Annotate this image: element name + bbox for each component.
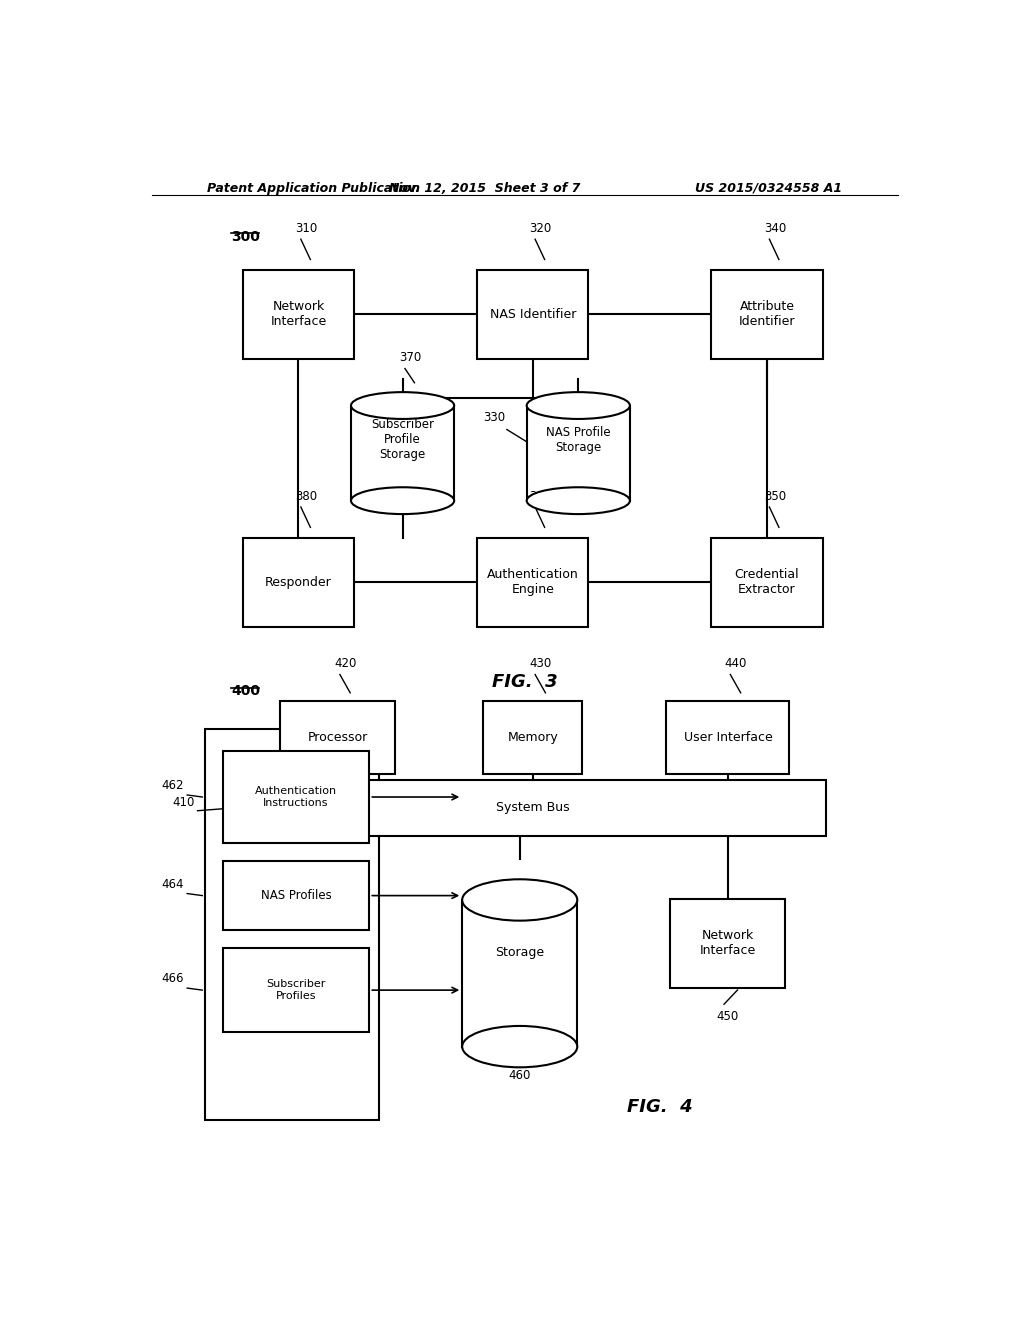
Text: 460: 460	[509, 1069, 530, 1082]
Text: NAS Identifier: NAS Identifier	[489, 308, 575, 321]
Text: Authentication
Engine: Authentication Engine	[486, 568, 579, 597]
Text: 310: 310	[295, 222, 317, 235]
Text: Storage: Storage	[496, 946, 545, 960]
Text: 340: 340	[764, 222, 786, 235]
Text: 440: 440	[725, 657, 748, 671]
FancyBboxPatch shape	[243, 269, 354, 359]
Text: 420: 420	[334, 657, 356, 671]
FancyBboxPatch shape	[351, 405, 455, 500]
FancyBboxPatch shape	[671, 899, 785, 987]
Text: Credential
Extractor: Credential Extractor	[734, 568, 800, 597]
Text: Nov. 12, 2015  Sheet 3 of 7: Nov. 12, 2015 Sheet 3 of 7	[389, 182, 581, 195]
Ellipse shape	[351, 487, 455, 513]
FancyBboxPatch shape	[222, 861, 370, 931]
FancyBboxPatch shape	[667, 701, 790, 774]
Text: 370: 370	[399, 351, 422, 364]
Text: 330: 330	[483, 412, 505, 425]
Text: 360: 360	[529, 490, 552, 503]
Text: Processor: Processor	[307, 731, 368, 744]
FancyBboxPatch shape	[240, 780, 826, 836]
Ellipse shape	[462, 1026, 578, 1068]
Text: Network
Interface: Network Interface	[270, 301, 327, 329]
FancyBboxPatch shape	[526, 405, 630, 500]
FancyBboxPatch shape	[243, 537, 354, 627]
Text: 464: 464	[161, 878, 183, 891]
Text: Subscriber
Profile
Storage: Subscriber Profile Storage	[371, 418, 434, 461]
Text: 450: 450	[717, 1010, 739, 1023]
Text: 410: 410	[172, 796, 195, 809]
Text: 430: 430	[529, 657, 552, 671]
Text: Patent Application Publication: Patent Application Publication	[207, 182, 421, 195]
Text: 300: 300	[231, 230, 260, 244]
Ellipse shape	[526, 392, 630, 418]
FancyBboxPatch shape	[280, 701, 395, 774]
Text: FIG.  3: FIG. 3	[492, 673, 558, 690]
Text: 320: 320	[529, 222, 552, 235]
FancyBboxPatch shape	[483, 701, 583, 774]
FancyBboxPatch shape	[205, 729, 379, 1121]
Text: FIG.  4: FIG. 4	[627, 1098, 692, 1115]
Text: US 2015/0324558 A1: US 2015/0324558 A1	[695, 182, 842, 195]
Ellipse shape	[526, 487, 630, 513]
Text: System Bus: System Bus	[496, 801, 569, 814]
Text: 380: 380	[295, 490, 317, 503]
Text: Responder: Responder	[265, 576, 332, 589]
FancyBboxPatch shape	[712, 269, 822, 359]
Text: 466: 466	[161, 972, 183, 985]
Text: 400: 400	[231, 684, 260, 698]
Text: NAS Profile
Storage: NAS Profile Storage	[546, 425, 610, 454]
Text: Memory: Memory	[507, 731, 558, 744]
Ellipse shape	[351, 392, 455, 418]
Text: Subscriber
Profiles: Subscriber Profiles	[266, 979, 326, 1001]
Text: NAS Profiles: NAS Profiles	[260, 890, 332, 902]
Text: Authentication
Instructions: Authentication Instructions	[255, 787, 337, 808]
FancyBboxPatch shape	[222, 949, 370, 1032]
FancyBboxPatch shape	[222, 751, 370, 842]
FancyBboxPatch shape	[477, 537, 588, 627]
Text: User Interface: User Interface	[684, 731, 772, 744]
Text: Attribute
Identifier: Attribute Identifier	[738, 301, 796, 329]
Text: 462: 462	[161, 779, 183, 792]
Ellipse shape	[462, 879, 578, 920]
Text: 350: 350	[764, 490, 786, 503]
FancyBboxPatch shape	[462, 900, 578, 1047]
FancyBboxPatch shape	[477, 269, 588, 359]
FancyBboxPatch shape	[712, 537, 822, 627]
Text: Network
Interface: Network Interface	[699, 929, 756, 957]
